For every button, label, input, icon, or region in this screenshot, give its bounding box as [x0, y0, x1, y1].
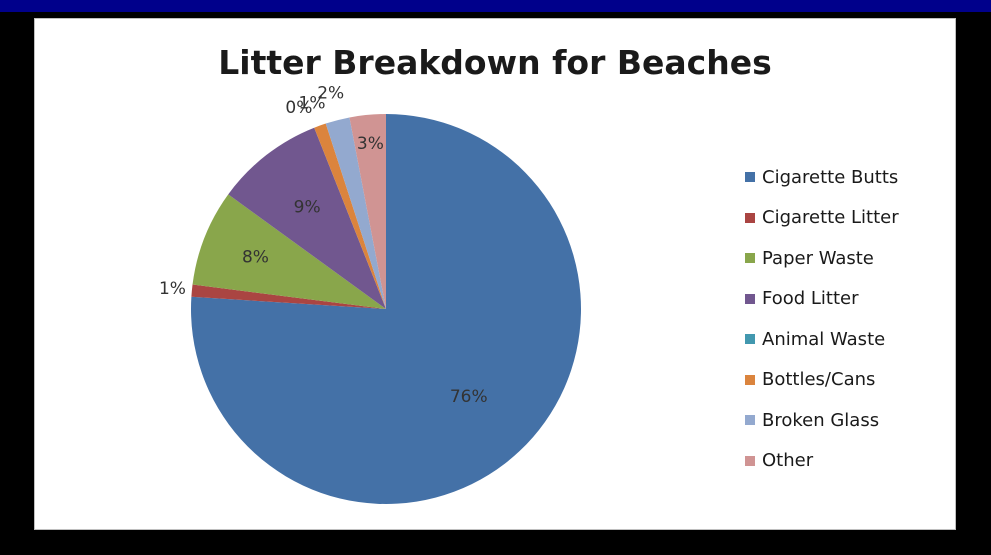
legend-item-bottles-cans: Bottles/Cans: [745, 360, 899, 401]
legend-swatch-cigarette-litter: [745, 212, 755, 223]
legend-item-food-litter: Food Litter: [745, 279, 899, 320]
legend-label-cigarette-litter: Cigarette Litter: [762, 207, 899, 229]
legend-swatch-broken-glass: [745, 415, 755, 426]
data-label-animal-waste: 0%: [285, 98, 312, 118]
data-label-cigarette-butts: 76%: [450, 387, 488, 407]
legend-item-animal-waste: Animal Waste: [745, 319, 899, 360]
legend-swatch-cigarette-butts: [745, 172, 755, 183]
chart-area: Litter Breakdown for Beaches 76% 1% 8% 9% 0%…: [34, 18, 956, 530]
pie-slice-paper-waste: [192, 194, 386, 309]
legend-swatch-food-litter: [745, 293, 755, 304]
legend-swatch-other: [745, 455, 755, 466]
chart-legend: Cigarette Butts Cigarette Litter Paper Was…: [745, 157, 899, 481]
legend-item-cigarette-butts: Cigarette Butts: [745, 157, 899, 198]
legend-item-cigarette-litter: Cigarette Litter: [745, 198, 899, 239]
legend-label-broken-glass: Broken Glass: [762, 409, 880, 431]
legend-swatch-bottles-cans: [745, 374, 755, 385]
data-label-food-litter: 9%: [294, 197, 321, 217]
pie-slice-cigarette-litter: [191, 284, 386, 309]
pie-slice-broken-glass: [325, 117, 386, 310]
chart-title: Litter Breakdown for Beaches: [218, 43, 772, 82]
pie-slice-bottles-cans: [314, 123, 386, 309]
data-label-cigarette-litter: 1%: [159, 279, 186, 299]
top-border-bar: [0, 0, 991, 12]
legend-swatch-paper-waste: [745, 253, 755, 264]
data-label-other: 3%: [357, 134, 384, 154]
legend-label-cigarette-butts: Cigarette Butts: [762, 166, 899, 188]
legend-label-paper-waste: Paper Waste: [762, 247, 874, 269]
data-label-bottles-cans: 1%: [299, 94, 326, 114]
legend-item-other: Other: [745, 441, 899, 482]
legend-item-paper-waste: Paper Waste: [745, 238, 899, 279]
data-label-broken-glass: 2%: [317, 84, 344, 104]
legend-item-broken-glass: Broken Glass: [745, 400, 899, 441]
legend-label-animal-waste: Animal Waste: [762, 328, 886, 350]
legend-label-bottles-cans: Bottles/Cans: [762, 369, 876, 391]
pie-slice-other: [349, 114, 386, 309]
legend-label-food-litter: Food Litter: [762, 288, 859, 310]
pie-slice-food-litter: [228, 127, 386, 309]
data-label-paper-waste: 8%: [242, 247, 269, 267]
legend-label-other: Other: [762, 450, 814, 472]
pie-chart: 76%1%8%9%0%1%2%3%: [159, 84, 581, 504]
legend-swatch-animal-waste: [745, 334, 755, 345]
